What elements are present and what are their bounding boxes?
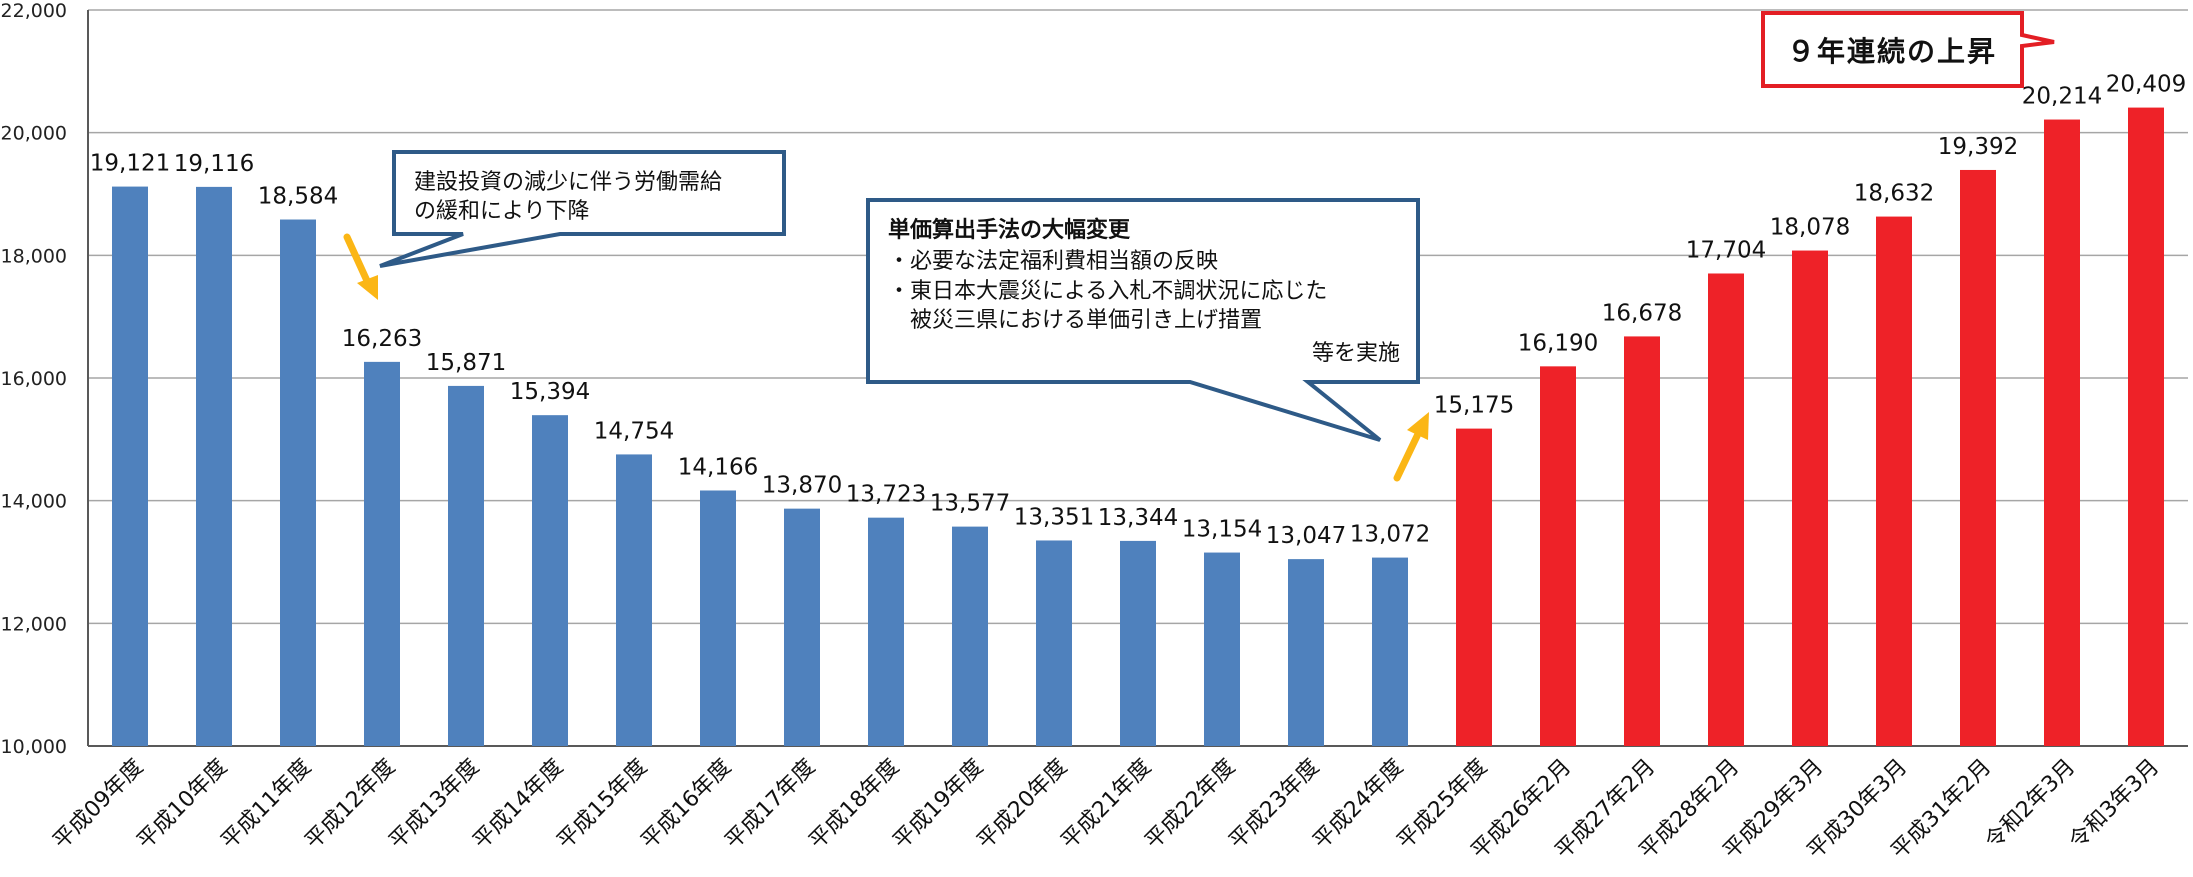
x-axis: 平成09年度平成10年度平成11年度平成12年度平成13年度平成14年度平成15… xyxy=(49,755,2165,865)
data-label: 16,190 xyxy=(1518,330,1598,356)
bar xyxy=(1708,273,1744,746)
bar xyxy=(784,508,820,746)
data-label: 19,116 xyxy=(174,151,254,177)
data-label: 16,678 xyxy=(1602,300,1682,326)
data-label: 13,351 xyxy=(1014,504,1094,530)
y-tick-label: 12,000 xyxy=(1,613,67,635)
down-arrow-icon xyxy=(343,233,378,300)
data-label: 13,072 xyxy=(1350,522,1430,548)
rise-badge-text: ９年連続の上昇 xyxy=(1787,35,1997,68)
x-tick-label: 平成18年度 xyxy=(805,755,905,855)
data-label: 16,263 xyxy=(342,326,422,352)
bar xyxy=(868,517,904,746)
data-label: 14,166 xyxy=(678,454,758,480)
method-change-callout: 単価算出手法の大幅変更 ・必要な法定福利費相当額の反映 ・東日本大震災による入札… xyxy=(866,198,1420,442)
x-tick-label: 平成09年度 xyxy=(49,755,149,855)
y-tick-label: 14,000 xyxy=(1,491,67,513)
method-callout-footer: 等を実施 xyxy=(1312,341,1400,366)
bar xyxy=(1288,559,1324,746)
bar xyxy=(616,454,652,746)
data-label: 18,078 xyxy=(1770,215,1850,241)
x-tick-label: 平成13年度 xyxy=(385,755,485,855)
rise-badge: ９年連続の上昇 xyxy=(1761,11,2055,88)
data-label: 13,344 xyxy=(1098,505,1178,531)
x-tick-label: 平成22年度 xyxy=(1141,755,1241,855)
bar xyxy=(1624,336,1660,746)
data-label: 13,577 xyxy=(930,491,1010,517)
bar xyxy=(1120,540,1156,746)
decline-callout: 建設投資の減少に伴う労働需給 の緩和により下降 xyxy=(379,150,786,268)
bar xyxy=(448,385,484,746)
y-tick-label: 18,000 xyxy=(1,245,67,267)
bar xyxy=(1876,216,1912,746)
data-label: 20,409 xyxy=(2106,72,2186,98)
x-tick-label: 令和3年3月 xyxy=(2065,755,2165,855)
decline-callout-line-1: 建設投資の減少に伴う労働需給 xyxy=(414,170,722,195)
y-tick-label: 20,000 xyxy=(1,123,67,145)
y-tick-label: 16,000 xyxy=(1,368,67,390)
bar xyxy=(952,526,988,746)
x-tick-label: 平成21年度 xyxy=(1057,755,1157,855)
x-tick-label: 令和2年3月 xyxy=(1981,755,2081,855)
bar xyxy=(112,186,148,746)
x-tick-label: 平成23年度 xyxy=(1225,755,1325,855)
x-tick-label: 平成15年度 xyxy=(553,755,653,855)
bar xyxy=(1960,169,1996,746)
decline-callout-line-2: の緩和により下降 xyxy=(414,199,590,224)
x-tick-label: 平成10年度 xyxy=(133,755,233,855)
method-callout-title: 単価算出手法の大幅変更 xyxy=(888,217,1131,243)
x-tick-label: 平成19年度 xyxy=(889,755,989,855)
bar xyxy=(280,219,316,747)
bars xyxy=(112,107,2164,747)
bar xyxy=(1792,250,1828,747)
data-label: 15,175 xyxy=(1434,393,1514,419)
data-label: 18,584 xyxy=(258,184,338,210)
method-callout-line-2: ・東日本大震災による入札不調状況に応じた xyxy=(888,279,1327,304)
x-tick-label: 平成24年度 xyxy=(1309,755,1409,855)
y-axis: 10,000 12,000 14,000 16,000 18,000 20,000 22,0… xyxy=(1,0,67,758)
x-tick-label: 平成16年度 xyxy=(637,755,737,855)
bar xyxy=(364,361,400,746)
y-tick-label: 22,000 xyxy=(1,0,67,22)
data-label: 19,121 xyxy=(90,151,170,177)
bar xyxy=(1204,552,1240,746)
bar xyxy=(1456,428,1492,746)
data-label: 20,214 xyxy=(2022,84,2102,110)
x-tick-label: 平成20年度 xyxy=(973,755,1073,855)
data-label: 13,047 xyxy=(1266,523,1346,549)
y-tick-label: 10,000 xyxy=(1,736,67,758)
data-label: 15,871 xyxy=(426,350,506,376)
x-tick-label: 平成11年度 xyxy=(217,755,317,855)
bar xyxy=(700,490,736,746)
bar xyxy=(1372,557,1408,746)
bar xyxy=(1540,366,1576,746)
x-tick-label: 平成17年度 xyxy=(721,755,821,855)
up-arrow-icon xyxy=(1393,412,1429,482)
data-label: 13,154 xyxy=(1182,517,1262,543)
data-label: 17,704 xyxy=(1686,237,1766,263)
method-callout-line-3: 被災三県における単価引き上げ措置 xyxy=(888,308,1262,333)
x-tick-label: 平成14年度 xyxy=(469,755,569,855)
x-tick-label: 平成12年度 xyxy=(301,755,401,855)
method-callout-line-1: ・必要な法定福利費相当額の反映 xyxy=(888,249,1218,274)
data-label: 18,632 xyxy=(1854,181,1934,207)
bar xyxy=(196,186,232,747)
data-label: 13,870 xyxy=(762,473,842,499)
data-label: 13,723 xyxy=(846,482,926,508)
data-label: 14,754 xyxy=(594,418,674,444)
bar xyxy=(2044,119,2080,747)
bar xyxy=(2128,107,2164,746)
bar xyxy=(1036,540,1072,746)
bar xyxy=(532,415,568,746)
data-label: 15,394 xyxy=(510,379,590,405)
data-label: 19,392 xyxy=(1938,134,2018,160)
